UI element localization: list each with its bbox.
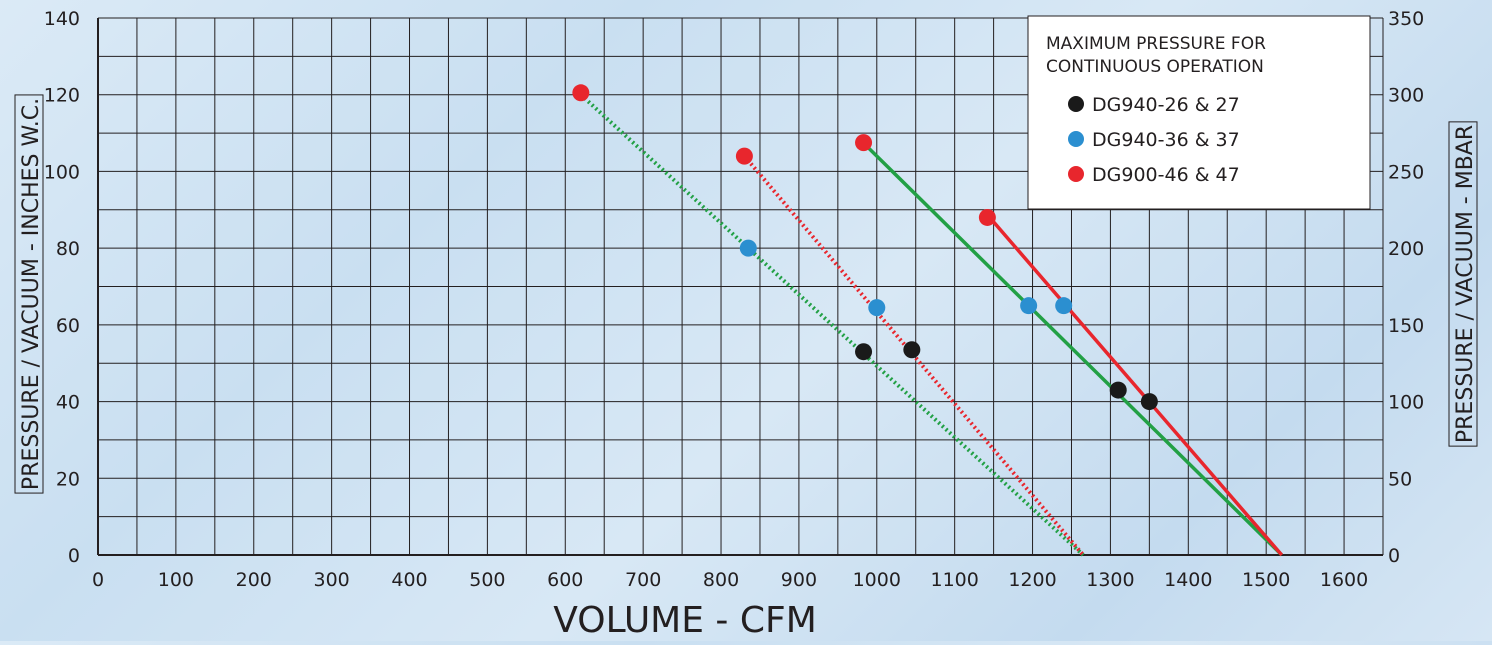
data-point-9 bbox=[855, 343, 873, 361]
legend: MAXIMUM PRESSURE FOR CONTINUOUS OPERATIO… bbox=[1027, 15, 1371, 210]
y-tick-label: 100 bbox=[44, 161, 80, 183]
x-tick-label: 0 bbox=[92, 569, 104, 591]
x-tick-label: 1300 bbox=[1086, 569, 1134, 591]
x-tick-label: 600 bbox=[547, 569, 583, 591]
legend-title-line-2: CONTINUOUS OPERATION bbox=[1046, 57, 1264, 77]
y-axis-title-left-group: PRESSURE / VACUUM - INCHES W.C. bbox=[14, 94, 44, 494]
x-tick-label: 1500 bbox=[1242, 569, 1290, 591]
x-tick-label: 400 bbox=[391, 569, 427, 591]
y-tick-label: 80 bbox=[56, 238, 80, 260]
legend-marker-black bbox=[1068, 96, 1084, 112]
y-tick-label: 120 bbox=[44, 85, 80, 107]
y2-tick-label: 350 bbox=[1388, 8, 1424, 30]
x-tick-label: 100 bbox=[158, 569, 194, 591]
data-point-4 bbox=[978, 208, 996, 226]
data-point-2 bbox=[735, 147, 753, 165]
x-tick-label: 1400 bbox=[1164, 569, 1212, 591]
x-tick-label: 500 bbox=[469, 569, 505, 591]
y-tick-label: 40 bbox=[56, 392, 80, 414]
data-point-11 bbox=[1109, 381, 1127, 399]
data-point-8 bbox=[1055, 297, 1073, 315]
data-point-12 bbox=[1140, 393, 1158, 411]
y2-tick-label: 200 bbox=[1388, 238, 1424, 260]
series-line-4 bbox=[988, 216, 1284, 557]
data-point-10 bbox=[903, 341, 921, 359]
data-point-6 bbox=[868, 299, 886, 317]
y2-tick-label: 50 bbox=[1388, 468, 1412, 490]
y-axis-title-right: PRESSURE / VACUUM - MBAR bbox=[1453, 125, 1478, 443]
data-point-3 bbox=[855, 134, 873, 152]
legend-title-line-1: MAXIMUM PRESSURE FOR bbox=[1046, 34, 1266, 54]
x-tick-label: 300 bbox=[314, 569, 350, 591]
data-point-5 bbox=[739, 239, 757, 257]
y-axis-title-right-group: PRESSURE / VACUUM - MBAR bbox=[1448, 121, 1478, 447]
x-axis-title: VOLUME - CFM bbox=[553, 600, 817, 641]
y-tick-label: 60 bbox=[56, 315, 80, 337]
y2-tick-label: 300 bbox=[1388, 85, 1424, 107]
y2-tick-label: 250 bbox=[1388, 161, 1424, 183]
data-point-7 bbox=[1020, 297, 1038, 315]
series-line-3 bbox=[863, 143, 1283, 557]
x-tick-label: 1600 bbox=[1320, 569, 1368, 591]
tick-labels: 0 100 200 300 400 500 600 700 800 900 1000 1100 1200… bbox=[44, 8, 1425, 591]
x-tick-label: 1000 bbox=[853, 569, 901, 591]
legend-label-2: DG940-36 & 37 bbox=[1092, 129, 1240, 151]
legend-label-3: DG900-46 & 47 bbox=[1092, 164, 1240, 186]
x-tick-label: 1100 bbox=[930, 569, 978, 591]
y-tick-label: 20 bbox=[56, 468, 80, 490]
legend-marker-red bbox=[1068, 166, 1084, 182]
data-points bbox=[572, 84, 1158, 411]
x-tick-label: 200 bbox=[236, 569, 272, 591]
x-tick-label: 1200 bbox=[1008, 569, 1056, 591]
data-point-1 bbox=[572, 84, 590, 102]
x-tick-label: 700 bbox=[625, 569, 661, 591]
y2-tick-label: 0 bbox=[1388, 545, 1400, 567]
y-axis-title-left: PRESSURE / VACUUM - INCHES W.C. bbox=[19, 98, 44, 490]
legend-box bbox=[1027, 15, 1371, 210]
series-line-1 bbox=[579, 93, 1085, 557]
y-axis-title-left-box bbox=[14, 94, 44, 494]
legend-label-1: DG940-26 & 27 bbox=[1092, 94, 1240, 116]
y-tick-label: 0 bbox=[68, 545, 80, 567]
y-axis-title-right-box bbox=[1448, 121, 1478, 447]
y2-tick-label: 150 bbox=[1388, 315, 1424, 337]
x-tick-label: 800 bbox=[703, 569, 739, 591]
x-tick-label: 900 bbox=[781, 569, 817, 591]
y-tick-label: 140 bbox=[44, 8, 80, 30]
y2-tick-label: 100 bbox=[1388, 392, 1424, 414]
legend-marker-blue bbox=[1068, 131, 1084, 147]
